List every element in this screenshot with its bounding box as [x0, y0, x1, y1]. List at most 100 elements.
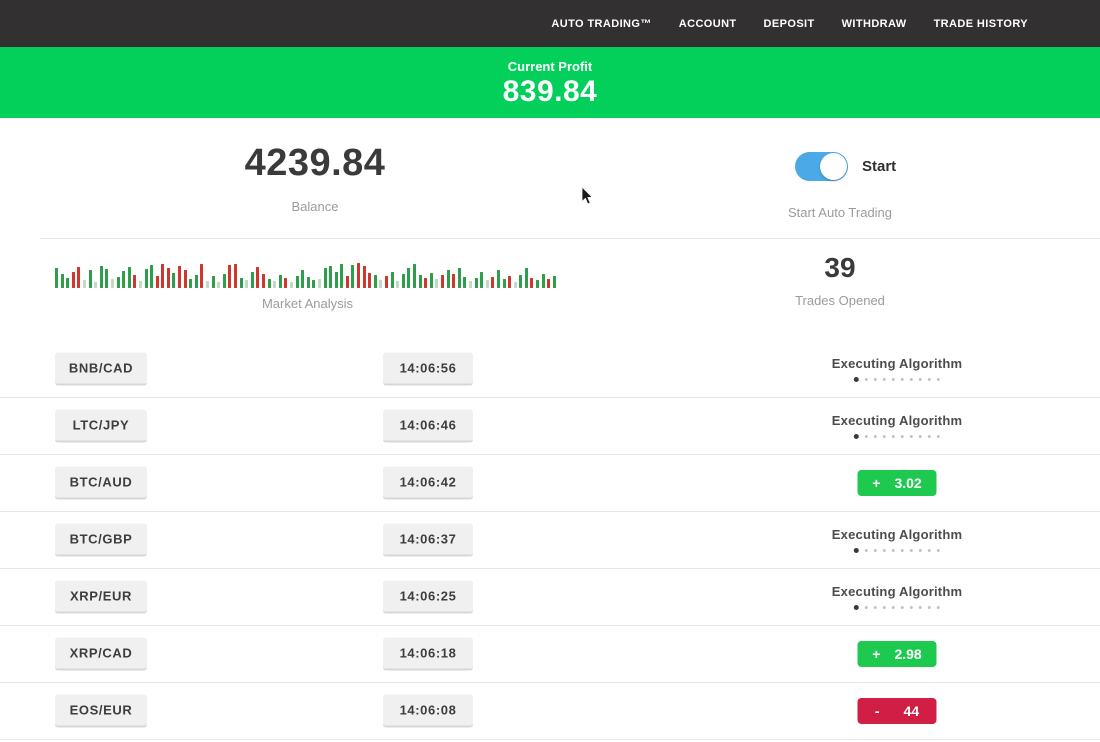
progress-dot-icon	[928, 549, 931, 552]
market-bar	[429, 273, 433, 288]
market-bar	[245, 280, 249, 288]
market-bar	[317, 279, 321, 288]
pair-badge: XRP/EUR	[55, 580, 147, 614]
market-bar	[373, 275, 377, 288]
trade-status: Executing Algorithm	[832, 584, 962, 610]
progress-dot-icon	[854, 605, 859, 610]
result-sign: -	[874, 703, 880, 719]
progress-dot-icon	[854, 548, 859, 553]
market-bar	[189, 279, 193, 288]
market-bar	[446, 270, 450, 288]
market-bar	[77, 267, 81, 288]
market-bar	[71, 272, 75, 288]
market-bar	[496, 270, 500, 288]
progress-dot-icon	[883, 378, 886, 381]
market-bar	[267, 279, 271, 288]
market-bar	[273, 281, 277, 288]
progress-dot-icon	[892, 549, 895, 552]
trade-status: Executing Algorithm	[832, 356, 962, 382]
market-bar	[133, 275, 137, 288]
market-bar	[222, 274, 226, 288]
profit-badge: +3.02	[857, 470, 937, 496]
nav-deposit[interactable]: DEPOSIT	[763, 17, 815, 30]
progress-dot-icon	[865, 549, 868, 552]
result-amount: 44	[903, 703, 920, 719]
progress-dot-icon	[928, 606, 931, 609]
nav-trade-history[interactable]: TRADE HISTORY	[933, 17, 1028, 30]
profit-banner: Current Profit 839.84	[0, 47, 1100, 118]
progress-dots	[832, 377, 962, 382]
market-bar	[457, 268, 461, 288]
market-bar	[116, 277, 120, 288]
nav-withdraw[interactable]: WITHDRAW	[841, 17, 907, 30]
market-bar	[407, 268, 411, 288]
market-bar	[502, 279, 506, 288]
market-bar	[390, 272, 394, 288]
market-bar	[541, 274, 545, 288]
market-bar	[385, 276, 389, 288]
auto-trading-toggle[interactable]	[795, 152, 848, 181]
market-bar	[94, 282, 98, 288]
progress-dot-icon	[854, 434, 859, 439]
trade-status: Executing Algorithm	[832, 527, 962, 553]
toggle-knob-icon	[820, 153, 847, 180]
market-analysis-chart	[55, 261, 575, 288]
trade-row: BNB/CAD 14:06:56 Executing Algorithm	[0, 341, 1100, 398]
trade-row: XRP/CAD 14:06:18 +2.98	[0, 626, 1100, 683]
market-bar	[172, 273, 176, 288]
progress-dot-icon	[937, 435, 940, 438]
trades-opened-value: 39	[824, 252, 856, 283]
time-badge: 14:06:18	[383, 637, 473, 671]
progress-dot-icon	[901, 549, 904, 552]
pair-badge: BTC/AUD	[55, 466, 147, 500]
market-bar	[530, 278, 534, 288]
executing-algorithm-label: Executing Algorithm	[831, 356, 963, 371]
market-bar	[250, 272, 254, 288]
market-bar	[206, 281, 210, 288]
trades-list: BNB/CAD 14:06:56 Executing Algorithm LTC…	[0, 341, 1100, 740]
divider-top	[40, 238, 1100, 239]
progress-dot-icon	[910, 378, 913, 381]
progress-dot-icon	[919, 378, 922, 381]
progress-dots	[832, 548, 962, 553]
time-badge: 14:06:37	[383, 523, 473, 557]
market-bar	[440, 275, 444, 288]
market-bar	[289, 282, 293, 288]
market-bar	[228, 265, 232, 288]
progress-dot-icon	[901, 435, 904, 438]
market-bar	[480, 272, 484, 288]
market-bar	[519, 275, 523, 288]
market-bar	[138, 281, 142, 288]
progress-dot-icon	[919, 549, 922, 552]
market-bar	[239, 278, 243, 288]
market-bar	[55, 268, 58, 288]
nav-auto-trading[interactable]: AUTO TRADING™	[551, 17, 652, 30]
market-bar	[491, 277, 495, 288]
market-bar	[401, 274, 405, 288]
market-bar	[547, 279, 551, 288]
market-bar	[155, 276, 159, 288]
market-bar	[379, 280, 383, 288]
balance-value: 4239.84	[244, 142, 386, 184]
executing-algorithm-label: Executing Algorithm	[831, 413, 963, 428]
market-bar	[329, 266, 333, 288]
trade-status: - 44	[857, 698, 937, 724]
trades-opened-label: Trades Opened	[795, 293, 885, 308]
market-bar	[536, 280, 540, 288]
market-bar	[256, 267, 260, 288]
nav-account[interactable]: ACCOUNT	[678, 17, 737, 30]
result-sign: +	[872, 475, 881, 491]
market-bar	[474, 278, 478, 288]
progress-dot-icon	[910, 435, 913, 438]
market-bar	[66, 278, 70, 288]
market-bar	[234, 264, 237, 288]
progress-dot-icon	[919, 435, 922, 438]
progress-dot-icon	[937, 378, 940, 381]
market-bar	[468, 281, 472, 288]
executing-algorithm-label: Executing Algorithm	[831, 584, 963, 599]
progress-dot-icon	[919, 606, 922, 609]
progress-dots	[832, 605, 962, 610]
trades-opened-block: 39 Trades Opened	[760, 252, 920, 308]
market-bar	[301, 270, 305, 288]
